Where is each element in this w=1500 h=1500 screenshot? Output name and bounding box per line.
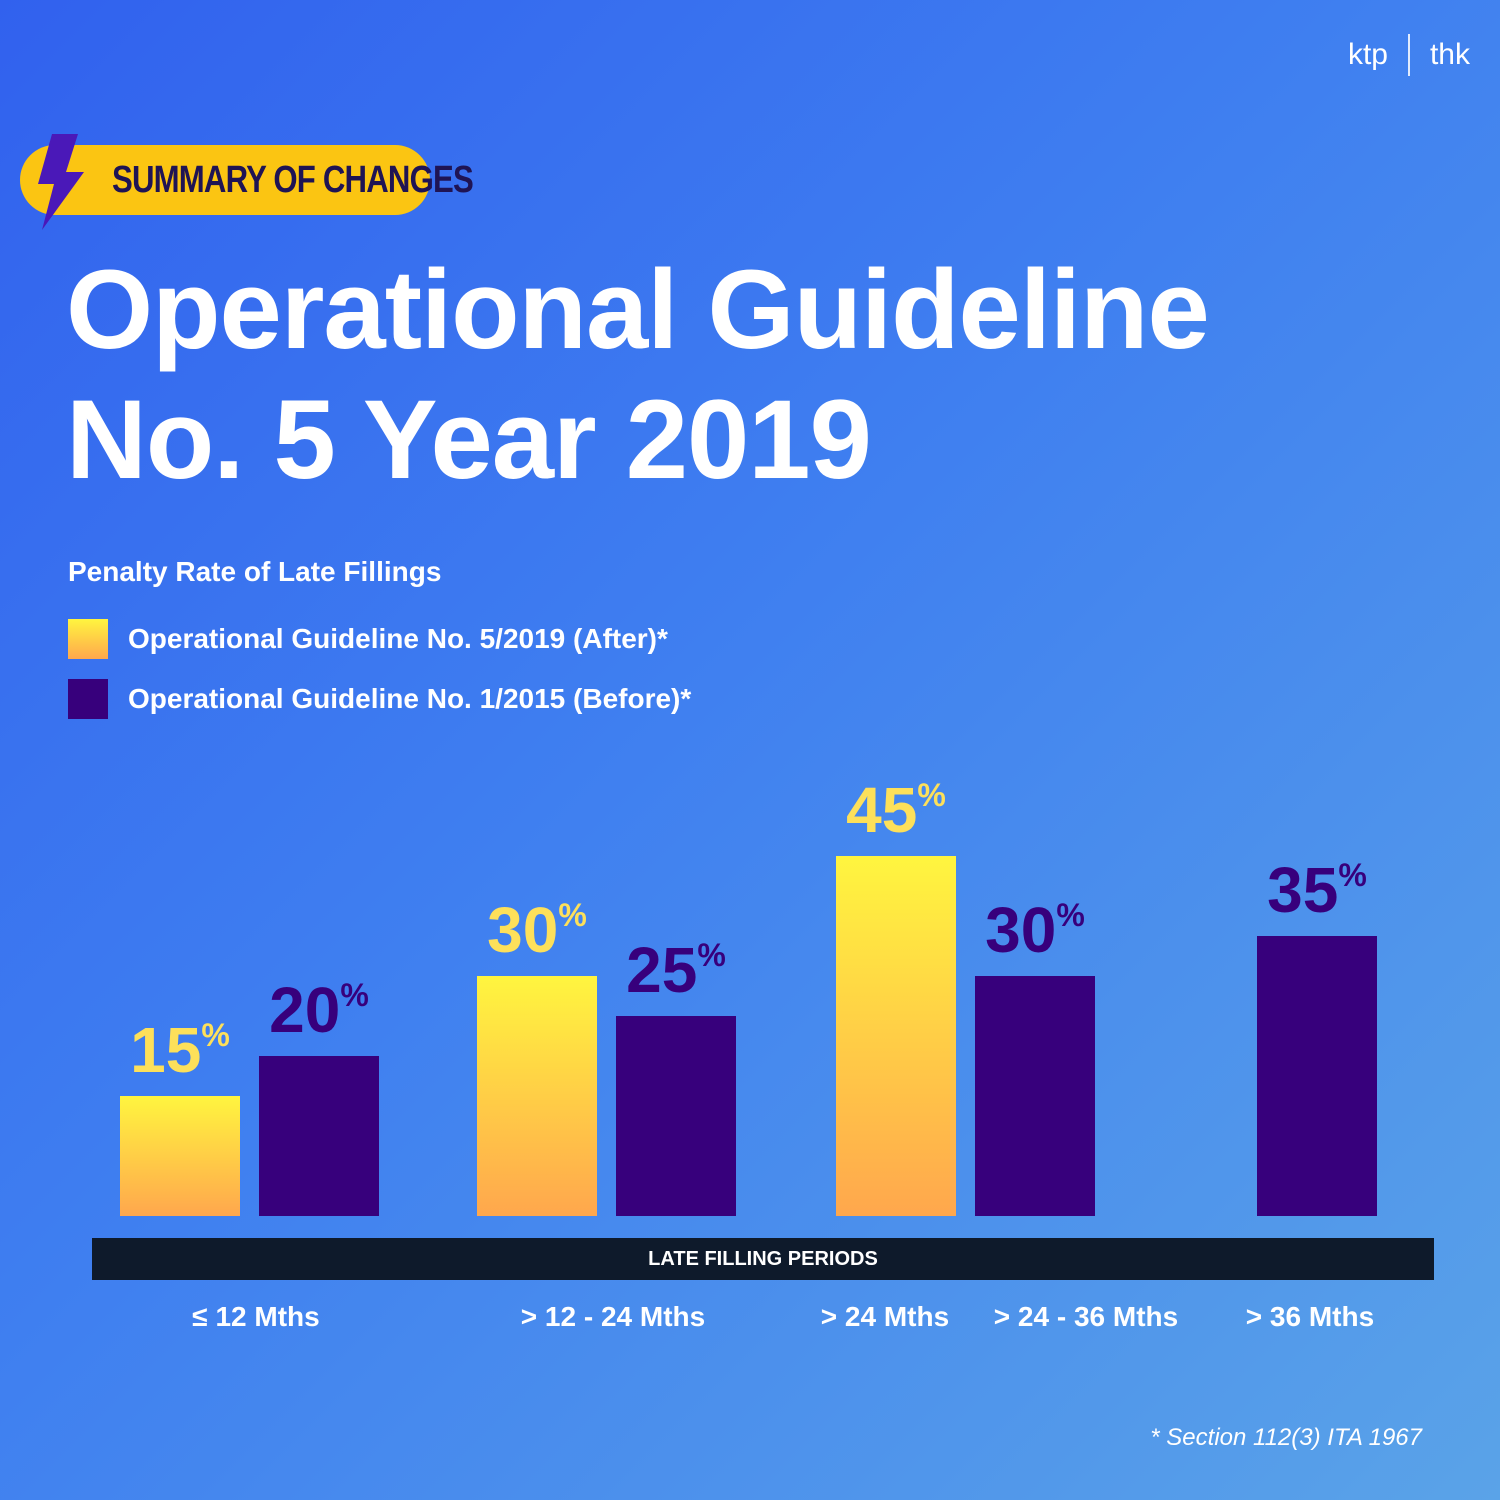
bar-after-0 (120, 1096, 240, 1216)
category-label-1: > 12 - 24 Mths (521, 1301, 705, 1332)
bar-after-1 (477, 976, 597, 1216)
data-label-before-1: 25% (626, 934, 726, 1006)
data-label-after-1: 30% (487, 894, 587, 966)
category-label-2: > 24 Mths (821, 1301, 949, 1332)
legend-label-after: Operational Guideline No. 5/2019 (After)… (128, 623, 668, 654)
legend-swatch-before (68, 679, 108, 719)
brand-ktp: ktp (1347, 38, 1388, 71)
brand-logo: ktp thk (1348, 34, 1470, 76)
brand-thk: thk (1429, 38, 1470, 71)
page-title: Operational Guideline No. 5 Year 2019 (66, 245, 1210, 505)
legend-label-before: Operational Guideline No. 1/2015 (Before… (128, 683, 692, 714)
data-label-after-2: 45% (846, 774, 946, 846)
category-label-3: > 24 - 36 Mths (994, 1301, 1178, 1332)
lightning-bolt-icon (38, 134, 84, 230)
title-line-2: No. 5 Year 2019 (66, 377, 872, 502)
bar-before-4 (1257, 936, 1377, 1216)
data-label-before-0: 20% (269, 974, 369, 1046)
bar-after-2 (836, 856, 956, 1216)
footnote: * Section 112(3) ITA 1967 (1150, 1424, 1422, 1451)
legend-item-after: Operational Guideline No. 5/2019 (After)… (68, 619, 668, 659)
category-label-0: ≤ 12 Mths (192, 1301, 319, 1332)
x-axis-title: LATE FILLING PERIODS (92, 1238, 1434, 1280)
badge-label: SUMMARY OF CHANGES (112, 159, 474, 201)
bar-before-0 (259, 1056, 379, 1216)
category-label-4: > 36 Mths (1246, 1301, 1374, 1332)
chart-title: Penalty Rate of Late Fillings (68, 556, 442, 587)
data-label-before-4: 35% (1267, 854, 1367, 926)
bar-before-3 (975, 976, 1095, 1216)
legend-swatch-after (68, 619, 108, 659)
bar-before-1 (616, 1016, 736, 1216)
summary-badge: SUMMARY OF CHANGES (20, 145, 474, 215)
data-label-after-0: 15% (130, 1014, 230, 1086)
brand-divider (1407, 34, 1410, 76)
title-line-1: Operational Guideline (66, 247, 1210, 372)
legend-item-before: Operational Guideline No. 1/2015 (Before… (68, 679, 691, 719)
data-label-before-3: 30% (985, 894, 1085, 966)
